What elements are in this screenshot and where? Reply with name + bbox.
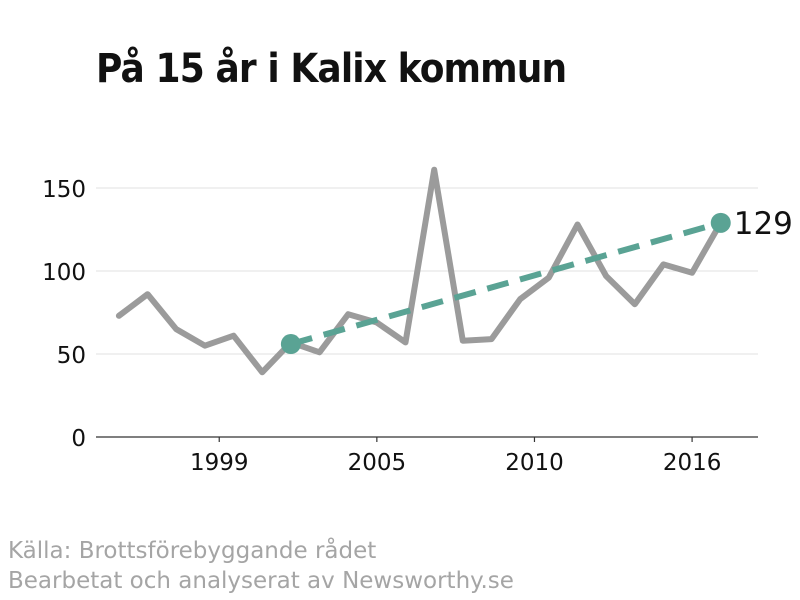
x-tick-label-2010: 2010 (505, 450, 564, 476)
x-tick-label-2005: 2005 (348, 450, 407, 476)
source-line: Källa: Brottsförebyggande rådet (8, 538, 377, 564)
trend-line (290, 219, 722, 347)
gridlines (96, 187, 758, 355)
y-axis-ticks: 0 50 100 150 (42, 177, 86, 452)
x-tick-label-2016: 2016 (663, 450, 722, 476)
trend-start-point (280, 334, 301, 355)
y-tick-label-0: 0 (71, 426, 86, 452)
credit-line: Bearbetat och analyserat av Newsworthy.s… (8, 568, 514, 594)
source-note: Källa: Brottsförebyggande rådet Bearbeta… (8, 536, 514, 596)
series-line (115, 166, 724, 376)
y-tick-label-100: 100 (42, 260, 86, 286)
trend-end-point (710, 212, 731, 233)
y-tick-label-50: 50 (57, 343, 86, 369)
x-tick-label-1999: 1999 (190, 450, 249, 476)
chart-title: På 15 år i Kalix kommun (96, 46, 567, 92)
trend-end-label: 129 (734, 206, 793, 242)
x-axis-ticks: 1999 2005 2010 2016 (190, 437, 721, 476)
y-tick-label-150: 150 (42, 177, 86, 203)
